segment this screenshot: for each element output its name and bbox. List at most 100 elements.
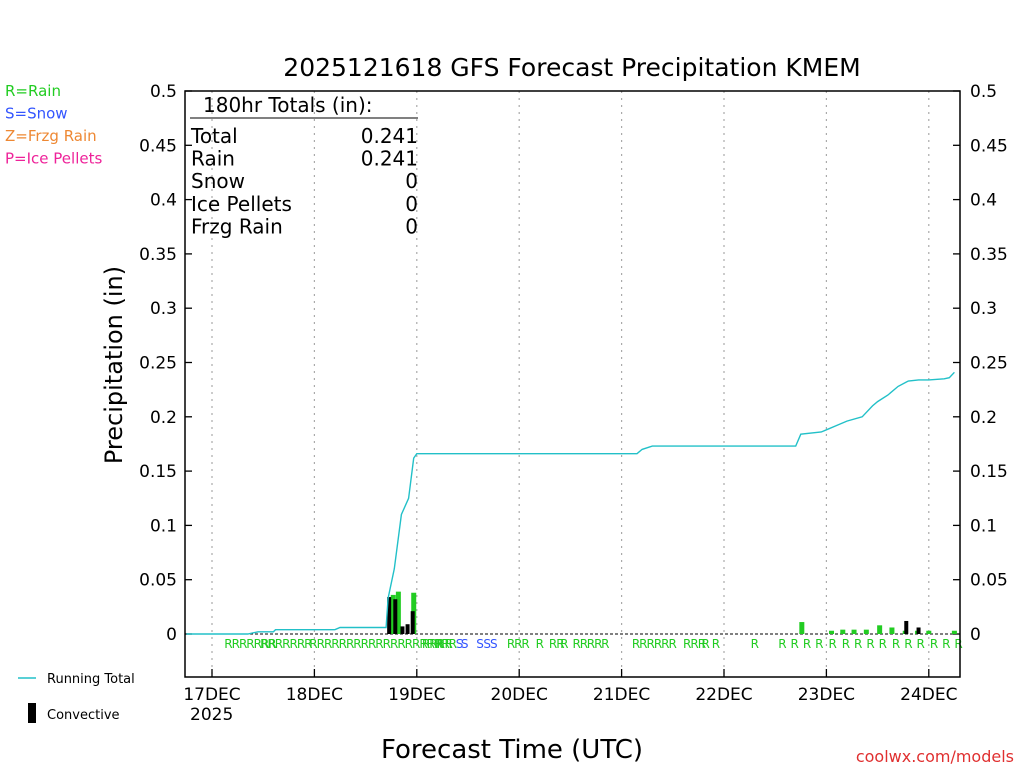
totals-row-value: 0	[405, 169, 418, 193]
rain-bar	[877, 625, 883, 634]
y-tick-label: 0.1	[150, 516, 177, 536]
legend-item: R=Rain	[5, 82, 61, 100]
precip-type-marker: R	[828, 637, 836, 651]
x-tick-label: 23DEC	[798, 685, 855, 705]
x-tick-label: 20DEC	[491, 685, 548, 705]
running-total-line	[186, 371, 955, 635]
year-label: 2025	[190, 705, 233, 725]
rain-bar	[951, 630, 957, 634]
precip-type-marker: R	[778, 637, 786, 651]
y-tick-label: 0.4	[150, 191, 177, 211]
precip-type-marker: R	[507, 637, 515, 651]
precip-type-marker: R	[536, 637, 544, 651]
precip-type-marker: R	[815, 637, 823, 651]
rain-bar	[863, 629, 869, 634]
precip-type-marker: R	[942, 637, 950, 651]
y-tick-label: 0.25	[139, 354, 177, 374]
x-tick-label: 24DEC	[900, 685, 957, 705]
totals-row-label: Total	[190, 124, 238, 148]
precip-type-marker: R	[954, 637, 962, 651]
rain-bar	[799, 622, 805, 634]
precip-type-marker: R	[791, 637, 799, 651]
precip-type-marker: R	[751, 637, 759, 651]
x-tick-label: 21DEC	[593, 685, 650, 705]
y-tick-label: 0	[166, 625, 177, 645]
precip-type-marker: R	[601, 637, 609, 651]
precip-type-marker: R	[930, 637, 938, 651]
precip-bars	[387, 591, 957, 634]
convective-bar	[410, 611, 415, 634]
y-tick-label: 0.05	[970, 571, 1008, 591]
precip-type-marker: R	[803, 637, 811, 651]
convective-bar	[387, 597, 392, 634]
precip-type-marker: RR	[587, 637, 602, 651]
precip-type-marker: RRR	[683, 637, 706, 651]
x-tick-label: 19DEC	[388, 685, 445, 705]
convective-bar	[916, 627, 921, 634]
totals-row-label: Frzg Rain	[191, 214, 283, 238]
convective-bar	[405, 624, 410, 634]
chart-title: 2025121618 GFS Forecast Precipitation KM…	[283, 53, 860, 82]
precip-type-marker: R	[712, 637, 720, 651]
y-tick-label: 0.2	[150, 408, 177, 428]
rain-bar	[889, 627, 895, 634]
legend-label: Running Total	[47, 672, 135, 687]
precip-type-marker: R	[892, 637, 900, 651]
rain-bar	[840, 629, 846, 634]
rain-bar	[395, 591, 401, 634]
x-tick-label: 22DEC	[695, 685, 752, 705]
watermark: coolwx.com/models	[856, 747, 1014, 766]
legend-item: P=Ice Pellets	[5, 150, 102, 168]
y-tick-label: 0.35	[139, 245, 177, 265]
y-tick-label: 0.1	[970, 516, 997, 536]
y-tick-label: 0.45	[139, 136, 177, 156]
legend-item: Z=Frzg Rain	[5, 127, 97, 145]
left-y-ticks: 0 0.05 0.1 0.15 0.2 0.25 0.3 0.35 0.4 0.45 0.5	[139, 82, 192, 645]
convective-bar	[393, 599, 398, 634]
precip-type-marker: RR	[572, 637, 587, 651]
precip-type-marker: RR	[514, 637, 529, 651]
y-tick-label: 0.5	[150, 82, 177, 102]
precip-type-marker: S	[461, 637, 468, 651]
totals-row-label: Ice Pellets	[191, 192, 292, 216]
precip-type-marker: SS	[483, 637, 497, 651]
precip-type-marker: R	[435, 637, 443, 651]
y-tick-label: 0.2	[970, 408, 997, 428]
totals-row-value: 0	[405, 192, 418, 216]
precip-type-marker: S	[476, 637, 483, 651]
precip-type-marker: RRRRRRRRRRRRRRRRRRRR	[309, 637, 456, 651]
rain-bar	[851, 629, 857, 634]
precip-type-marker: R	[866, 637, 874, 651]
rain-bar	[390, 594, 396, 634]
precip-type-marker: RRRRRR	[632, 637, 677, 651]
y-tick-label: 0	[970, 625, 981, 645]
legend-item: S=Snow	[5, 105, 68, 123]
totals-row-value: 0.241	[361, 147, 418, 171]
totals-row-label: Snow	[191, 169, 245, 193]
precip-type-marker: R	[444, 637, 452, 651]
totals-row-value: 0.241	[361, 124, 418, 148]
line-bar-legend: Running Total Convective	[18, 672, 135, 723]
y-tick-label: 0.05	[139, 571, 177, 591]
y-tick-label: 0.3	[970, 299, 997, 319]
y-tick-label: 0.15	[970, 462, 1008, 482]
y-tick-label: 0.35	[970, 245, 1008, 265]
precip-type-marker: RRRRRRR	[224, 637, 276, 651]
right-y-ticks: 0 0.05 0.1 0.15 0.2 0.25 0.3 0.35 0.4 0.45 0.5	[953, 82, 1008, 645]
convective-bar	[904, 620, 909, 634]
precip-type-legend: R=Rain S=Snow Z=Frzg Rain P=Ice Pellets	[5, 82, 102, 168]
day-gridlines	[185, 91, 960, 677]
x-tick-label: 18DEC	[286, 685, 343, 705]
precip-type-marker: S	[456, 637, 463, 651]
totals-heading: 180hr Totals (in):	[203, 93, 373, 117]
totals-box: 180hr Totals (in): Total 0.241 Rain 0.241 Sno…	[190, 93, 418, 238]
convective-bar	[400, 626, 405, 634]
precip-type-marker: R	[701, 637, 709, 651]
totals-row-value: 0	[405, 214, 418, 238]
y-tick-label: 0.4	[970, 191, 997, 211]
totals-row-label: Rain	[191, 147, 235, 171]
y-axis-label: Precipitation (in)	[100, 266, 128, 464]
y-tick-label: 0.45	[970, 136, 1008, 156]
